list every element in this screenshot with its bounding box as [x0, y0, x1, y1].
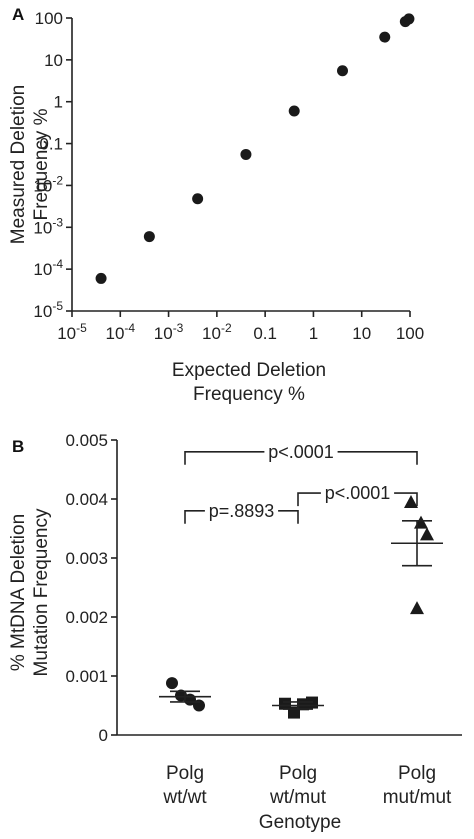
- panel-a-x-tick-label: 1: [309, 324, 318, 343]
- panel-a-y-tick-label: 10-3: [33, 215, 63, 237]
- panel-b-triangle-point: [404, 494, 418, 508]
- panel-a-x-tick-label: 0.1: [253, 324, 277, 343]
- panel-a-axes: [71, 18, 410, 312]
- panel-b-category-label: Polg wt/wt: [162, 763, 207, 808]
- panel-a-x-tick-label: 10: [352, 324, 371, 343]
- panel-b-x-axis-label: Genotype: [259, 812, 341, 833]
- panel-a-ticks: 10-5 10-4 10-3 10-2 0.1 1 10 100 10-5 10-4 10-3 10-…: [33, 9, 424, 343]
- panel-a-y-tick-label: 10-4: [33, 257, 63, 279]
- panel-a-data-point: [379, 31, 391, 43]
- panel-a-data-point: [95, 272, 107, 284]
- panel-a-data-point: [143, 231, 155, 243]
- panel-b-ticks: 0 0.001 0.002 0.003 0.004 0.005: [65, 431, 117, 745]
- panel-b-categories: Polg wt/wt Polg wt/mut Polg mut/mut: [162, 763, 452, 808]
- panel-a-y-tick-label: 100: [35, 9, 63, 28]
- panel-a-data-point: [192, 193, 204, 205]
- panel-a-y-tick-label: 1: [54, 93, 63, 112]
- panel-b-circle-point: [166, 677, 178, 690]
- panel-a-y-axis-label: Measured Deletion Frequency %: [8, 85, 52, 244]
- panel-a-data-point: [336, 65, 348, 77]
- panel-b-significance: p<.0001 p<.0001 p=.8893: [184, 439, 418, 524]
- panel-b-label: B: [12, 437, 24, 456]
- panel-b-axes: [116, 440, 462, 736]
- panel-a-y-tick-label: 10-2: [33, 173, 63, 195]
- panel-b-y-tick-label: 0.001: [65, 667, 108, 686]
- panel-b-triangle-point: [410, 601, 424, 615]
- panel-b-y-axis-label: % MtDNA Deletion Mutation Frequency: [8, 508, 52, 676]
- panel-b-category-label: Polg wt/mut: [269, 763, 327, 808]
- panel-b-pvalue-label: p<.0001: [268, 442, 334, 462]
- panel-b-y-tick-label: 0.004: [65, 490, 108, 509]
- panel-a-x-tick-label: 10-5: [57, 321, 87, 343]
- panel-b-y-tick-label: 0.005: [65, 431, 108, 450]
- panel-a-data-point: [240, 148, 252, 160]
- panel-a-y-tick-label: 10: [44, 51, 63, 70]
- panel-a-x-tick-label: 100: [396, 324, 424, 343]
- panel-a-x-tick-label: 10-4: [105, 321, 135, 343]
- panel-a-label: A: [12, 5, 24, 24]
- panel-a-x-tick-label: 10-2: [202, 321, 232, 343]
- panel-b-y-tick-label: 0.002: [65, 608, 108, 627]
- panel-a-y-tick-label: 10-5: [33, 299, 63, 321]
- panel-a-x-tick-label: 10-3: [154, 321, 184, 343]
- panel-b-pvalue-bg: [204, 498, 279, 523]
- panel-b-category-label: Polg mut/mut: [383, 763, 452, 808]
- panel-a-data-point: [403, 13, 415, 25]
- panel-b-points: [166, 494, 434, 719]
- panel-b-triangle-point: [420, 527, 434, 541]
- panel-a-y-tick-label: 0.1: [39, 135, 63, 154]
- panel-a-x-axis-label: Expected Deletion Frequency %: [172, 360, 326, 405]
- panel-b-triangle-point: [414, 515, 428, 529]
- panel-b-pvalue-bg: [264, 439, 338, 464]
- panel-b-circle-point: [175, 689, 187, 702]
- panel-b-pvalue-label: p<.0001: [325, 483, 391, 503]
- panel-a-data-point: [288, 105, 300, 117]
- panel-a-points: [95, 13, 415, 284]
- panel-b-mean-sem: [159, 520, 443, 710]
- panel-b-pvalue-label: p=.8893: [209, 501, 275, 521]
- panel-b-y-tick-label: 0: [99, 726, 108, 745]
- panel-b-y-tick-label: 0.003: [65, 549, 108, 568]
- panel-b-pvalue-bg: [320, 481, 395, 506]
